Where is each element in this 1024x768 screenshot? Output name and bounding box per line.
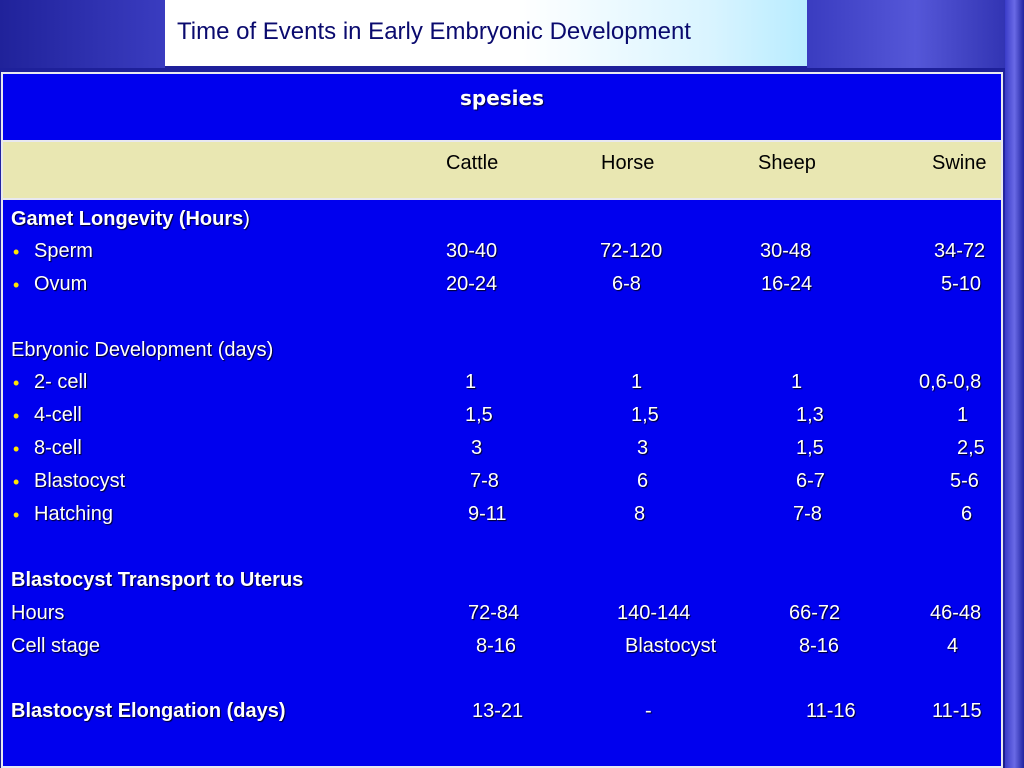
cell-8cell-swine: 2,5 <box>957 437 985 459</box>
cell-cellstage-swine: 4 <box>947 635 959 657</box>
row-label-sperm: Sperm <box>34 240 93 262</box>
cell-hatching-horse: 8 <box>634 503 646 525</box>
cell-cellstage-cattle: 8-16 <box>476 635 517 657</box>
row-label-hatching: Hatching <box>34 503 113 525</box>
group-header: spesies <box>459 86 544 110</box>
row-label-2-cell: 2- cell <box>34 371 88 393</box>
row-label-hours: Hours <box>11 602 65 624</box>
column-header-row: Cattle Horse Sheep Swine <box>3 142 1001 200</box>
cell-8cell-horse: 3 <box>637 437 649 459</box>
column-header-sheep: Sheep <box>758 152 816 174</box>
cell-blastocyst-cattle: 7-8 <box>470 470 499 492</box>
bullet-icon: • <box>13 406 20 426</box>
top-left-decoration <box>0 0 165 68</box>
cell-2cell-sheep: 1 <box>791 371 803 393</box>
cell-4cell-horse: 1,5 <box>631 404 659 426</box>
cell-blastocyst-sheep: 6-7 <box>796 470 825 492</box>
bullet-icon: • <box>13 242 20 262</box>
cell-ovum-cattle: 20-24 <box>446 273 498 295</box>
cell-elongation-cattle: 13-21 <box>472 700 524 722</box>
cell-8cell-cattle: 3 <box>471 437 483 459</box>
cell-cellstage-sheep: 8-16 <box>799 635 840 657</box>
cell-4cell-cattle: 1,5 <box>465 404 493 426</box>
cell-ovum-horse: 6-8 <box>612 273 641 295</box>
cell-hatching-sheep: 7-8 <box>793 503 822 525</box>
row-label-elongation: Blastocyst Elongation (days) <box>11 700 286 722</box>
cell-ovum-swine: 5-10 <box>941 273 982 295</box>
section-title-embryonic: Ebryonic Development (days) <box>11 339 274 361</box>
section-title-gamet: Gamet Longevity (Hours) <box>11 208 250 230</box>
right-side-decoration <box>1005 0 1024 768</box>
slide-title: Time of Events in Early Embryonic Develo… <box>177 18 691 45</box>
cell-hatching-swine: 6 <box>961 503 973 525</box>
cell-elongation-swine: 11-15 <box>932 700 982 722</box>
cell-sperm-swine: 34-72 <box>934 240 986 262</box>
group-header-row: spesies <box>3 74 1001 142</box>
cell-hours-sheep: 66-72 <box>789 602 841 624</box>
row-label-4-cell: 4-cell <box>34 404 82 426</box>
bullet-icon: • <box>13 439 20 459</box>
cell-cellstage-horse: Blastocyst <box>625 635 717 657</box>
bullet-icon: • <box>13 472 20 492</box>
row-label-8-cell: 8-cell <box>34 437 82 459</box>
column-header-horse: Horse <box>601 152 655 174</box>
cell-4cell-swine: 1 <box>957 404 969 426</box>
row-label-cell-stage: Cell stage <box>11 635 100 657</box>
bullet-icon: • <box>13 373 20 393</box>
top-right-decoration <box>807 0 1024 68</box>
cell-2cell-cattle: 1 <box>465 371 477 393</box>
cell-4cell-sheep: 1,3 <box>796 404 824 426</box>
row-label-blastocyst: Blastocyst <box>34 470 126 492</box>
cell-ovum-sheep: 16-24 <box>761 273 813 295</box>
cell-hours-cattle: 72-84 <box>468 602 520 624</box>
cell-hours-swine: 46-48 <box>930 602 982 624</box>
cell-blastocyst-swine: 5-6 <box>950 470 979 492</box>
cell-hatching-cattle: 9-11 <box>468 503 507 525</box>
cell-elongation-horse: - <box>645 700 652 722</box>
cell-2cell-swine: 0,6-0,8 <box>919 371 982 393</box>
cell-2cell-horse: 1 <box>631 371 643 393</box>
bullet-icon: • <box>13 505 20 525</box>
column-header-swine: Swine <box>932 152 987 174</box>
cell-elongation-sheep: 11-16 <box>806 700 856 722</box>
cell-8cell-sheep: 1,5 <box>796 437 824 459</box>
column-header-cattle: Cattle <box>446 152 499 174</box>
cell-sperm-horse: 72-120 <box>600 240 663 262</box>
title-box: Time of Events in Early Embryonic Develo… <box>165 0 807 66</box>
events-table: spesies Cattle Horse Sheep Swine Gamet L… <box>1 72 1003 768</box>
bullet-icon: • <box>13 275 20 295</box>
row-label-ovum: Ovum <box>34 273 88 295</box>
section-title-transport: Blastocyst Transport to Uterus <box>11 569 304 591</box>
cell-blastocyst-horse: 6 <box>637 470 649 492</box>
cell-sperm-cattle: 30-40 <box>446 240 498 262</box>
cell-sperm-sheep: 30-48 <box>760 240 812 262</box>
cell-hours-horse: 140-144 <box>617 602 691 624</box>
table-body: Gamet Longevity (Hours) • Sperm 30-40 72… <box>3 200 1001 766</box>
